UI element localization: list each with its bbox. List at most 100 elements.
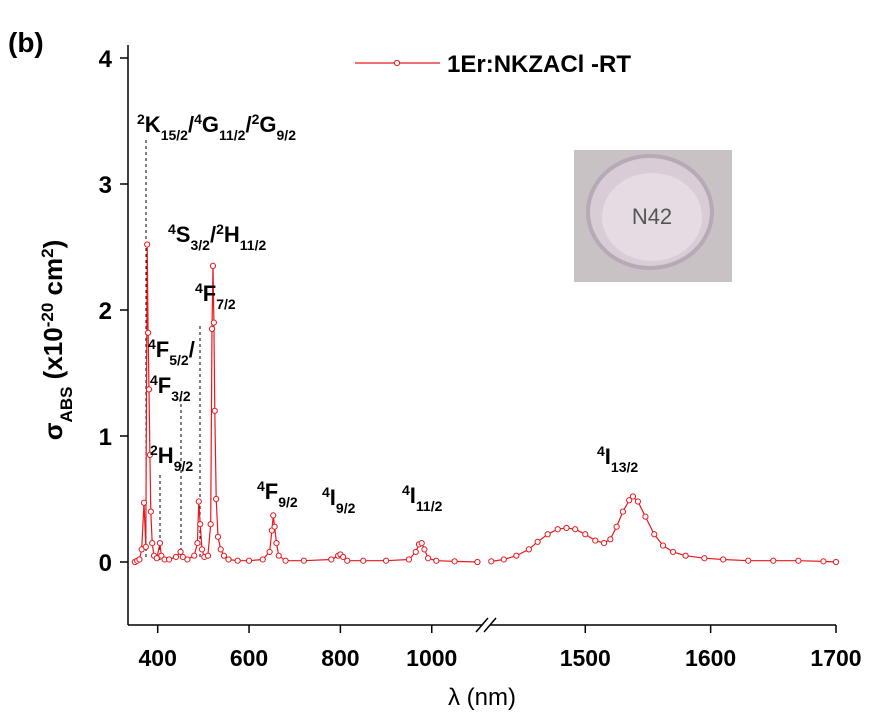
data-point (275, 552, 282, 559)
panel-label: (b) (8, 27, 44, 58)
text-part: 9/2 (277, 127, 297, 143)
data-point (214, 533, 222, 540)
data-point (513, 552, 520, 559)
x-tick-label: 400 (139, 645, 177, 671)
data-point (613, 523, 620, 530)
data-point (701, 555, 708, 562)
text-part: -20 (38, 303, 57, 328)
text-part: 5/2 (169, 352, 189, 368)
text-part: 11/2 (240, 237, 267, 253)
text-part: H (224, 222, 240, 247)
text-part: 2 (216, 221, 224, 237)
text-part: 9/2 (174, 458, 194, 474)
data-point (158, 552, 165, 559)
data-point (156, 540, 164, 547)
text-part: 9/2 (278, 494, 298, 510)
text-part: 2 (38, 248, 57, 257)
data-point (208, 325, 216, 332)
data-point (418, 540, 425, 547)
data-point (147, 508, 154, 515)
text-part: 4 (195, 280, 203, 296)
x-tick-label: 1000 (406, 645, 457, 671)
data-point (149, 540, 156, 547)
text-part: 4 (322, 484, 330, 500)
text-part: S (176, 222, 191, 247)
inset-photo: N42 (574, 150, 732, 282)
data-point (209, 262, 217, 269)
peak-annotation: 4F7/2 (195, 280, 236, 312)
peak-annotation: 4F5/2/ (148, 336, 195, 368)
text-part: 3/2 (171, 388, 191, 404)
data-point (177, 548, 184, 556)
data-point (634, 498, 642, 505)
peak-annotation: 4I11/2 (402, 482, 443, 514)
data-point (619, 508, 626, 515)
data-point (659, 542, 667, 549)
data-point (270, 512, 277, 519)
text-part: 13/2 (611, 459, 638, 475)
data-point (421, 546, 428, 553)
data-point (145, 386, 153, 393)
data-point (210, 319, 217, 326)
data-point (144, 329, 152, 336)
text-part: F (156, 337, 169, 362)
data-point (651, 531, 658, 538)
data-point (195, 498, 202, 505)
data-point (300, 557, 307, 564)
data-point (600, 540, 608, 547)
inset-text: N42 (632, 204, 672, 229)
data-point (184, 556, 191, 563)
x-tick-label: 1700 (810, 645, 861, 671)
data-point (592, 537, 599, 544)
data-point (328, 556, 335, 563)
axis-break (475, 617, 489, 633)
text-part: 2 (150, 442, 158, 458)
text-part: / (189, 337, 195, 362)
data-point (213, 495, 220, 503)
data-point (144, 241, 151, 248)
data-point (629, 493, 637, 500)
x-tick-label: 1500 (560, 645, 611, 671)
text-part: (x10 (38, 327, 68, 386)
peak-annotation: 4F3/2 (150, 372, 191, 404)
legend-label: 1Er:NKZACl -RT (447, 51, 631, 78)
data-point (412, 548, 419, 556)
data-point (140, 499, 148, 506)
text-part: I (410, 483, 416, 508)
data-point (344, 557, 351, 564)
data-point (259, 556, 266, 563)
data-point (425, 555, 432, 562)
data-point (166, 556, 173, 563)
text-part: 11/2 (219, 127, 246, 143)
text-part: / (245, 112, 251, 137)
data-point (451, 558, 458, 565)
y-tick-label: 1 (99, 424, 112, 451)
data-point (273, 540, 280, 547)
text-part: F (265, 479, 278, 504)
data-point (626, 497, 633, 504)
text-part: / (210, 222, 216, 247)
data-point (572, 526, 579, 533)
data-point (544, 531, 551, 538)
data-point (820, 558, 827, 565)
peak-annotation: 4I9/2 (322, 484, 356, 516)
peak-annotation: 2H9/2 (150, 442, 193, 474)
sample-face (602, 173, 702, 261)
text-part: K (145, 112, 161, 137)
data-point (582, 531, 589, 538)
text-part: G (259, 112, 276, 137)
text-part: H (158, 443, 174, 468)
data-point (745, 557, 752, 564)
data-point (179, 553, 186, 561)
data-point (669, 548, 677, 556)
data-point (534, 538, 541, 545)
peak-annotation: 4I13/2 (597, 443, 638, 475)
data-point (282, 557, 289, 564)
text-part: 9/2 (336, 500, 356, 516)
data-point (204, 552, 212, 559)
text-part: cm (38, 258, 68, 303)
data-point (153, 555, 160, 562)
peak-annotation: 4F9/2 (257, 478, 298, 510)
data-point (191, 552, 198, 559)
text-part: 4 (257, 478, 265, 494)
